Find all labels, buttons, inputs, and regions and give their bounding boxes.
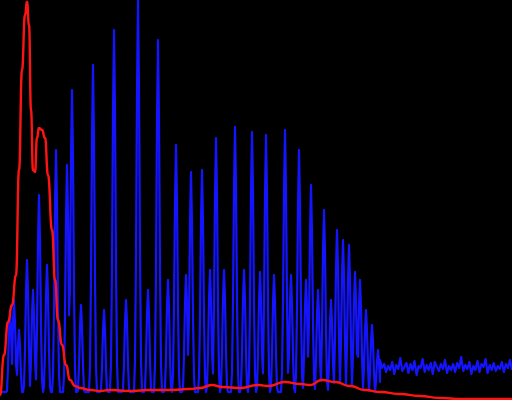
red-series [0,0,512,400]
blue-series [0,0,512,394]
red-series-line [0,0,512,400]
chart-canvas [0,0,512,400]
blue-series-line [0,0,512,394]
plot-background [0,0,512,400]
